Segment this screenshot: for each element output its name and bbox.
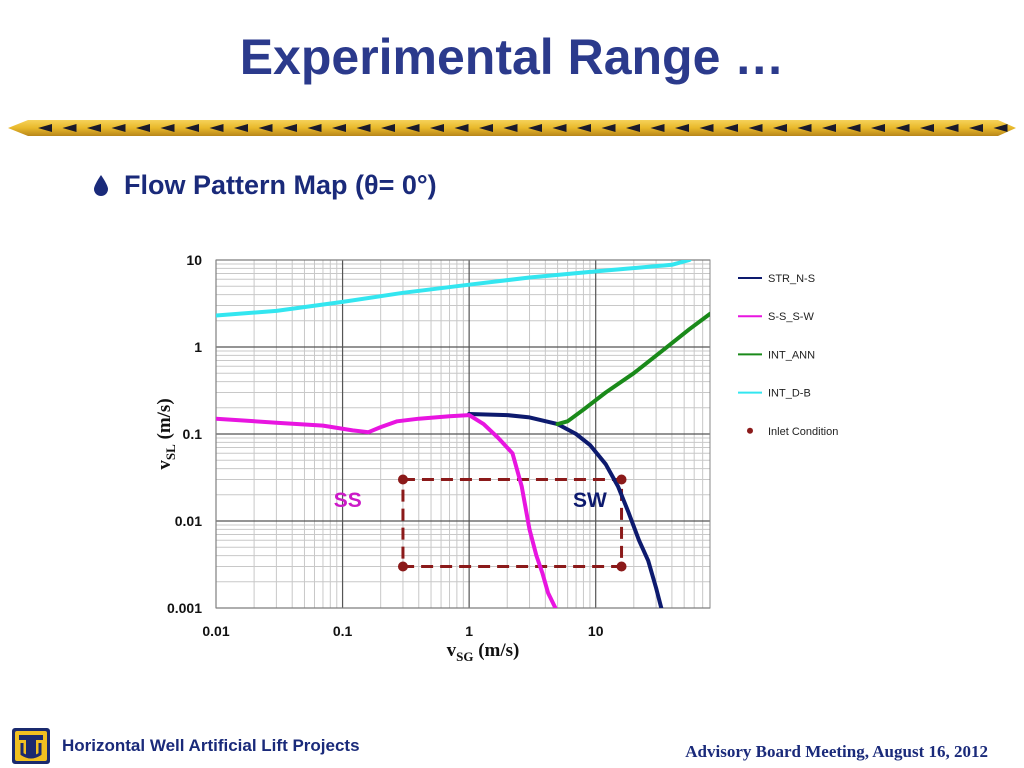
inlet-condition-box <box>401 477 624 568</box>
legend-swatch <box>747 427 753 434</box>
x-tick-label: 0.01 <box>202 623 229 639</box>
x-tick-label: 10 <box>588 623 604 639</box>
footer-project-name: Horizontal Well Artificial Lift Projects <box>62 736 360 755</box>
y-tick-label: 0.1 <box>183 426 203 442</box>
annotation-sw: SW <box>573 489 607 512</box>
legend-label: STR_N-S <box>768 273 815 285</box>
legend-label: INT_D-B <box>768 388 811 400</box>
y-tick-label: 1 <box>194 339 202 355</box>
series-line-int_ann <box>555 311 710 427</box>
series-line-str_n-s <box>467 412 664 608</box>
decorative-divider <box>8 120 1016 136</box>
legend-label: Inlet Condition <box>768 426 838 438</box>
inlet-condition-point <box>397 561 408 572</box>
series-line-int_d-b <box>216 260 692 318</box>
legend-label: INT_ANN <box>768 349 815 361</box>
legend-label: S-S_S-W <box>768 311 814 323</box>
y-tick-label: 0.001 <box>167 600 202 616</box>
x-tick-label: 0.1 <box>333 623 353 639</box>
annotation-ss: SS <box>334 489 362 512</box>
y-tick-label: 10 <box>186 252 202 268</box>
university-logo <box>12 728 50 764</box>
droplet-icon <box>94 174 108 196</box>
y-tick-label: 0.01 <box>175 513 202 529</box>
x-tick-label: 1 <box>465 623 473 639</box>
plot-border <box>215 259 711 609</box>
inlet-condition-point <box>616 561 627 572</box>
bullet-text: Flow Pattern Map (θ= 0°) <box>124 170 437 200</box>
x-axis-label: vSG (m/s) <box>447 640 520 664</box>
slide-title: Experimental Range … <box>239 29 785 85</box>
series-line-s-s_s-w <box>216 413 558 608</box>
footer-meeting-date: Advisory Board Meeting, August 16, 2012 <box>685 742 988 761</box>
inlet-condition-point <box>397 474 408 485</box>
inlet-condition-point <box>616 474 627 485</box>
y-axis-label: vSL (m/s) <box>154 398 178 469</box>
bullet-item: Flow Pattern Map (θ= 0°) <box>92 170 437 201</box>
plot-area <box>216 260 710 608</box>
